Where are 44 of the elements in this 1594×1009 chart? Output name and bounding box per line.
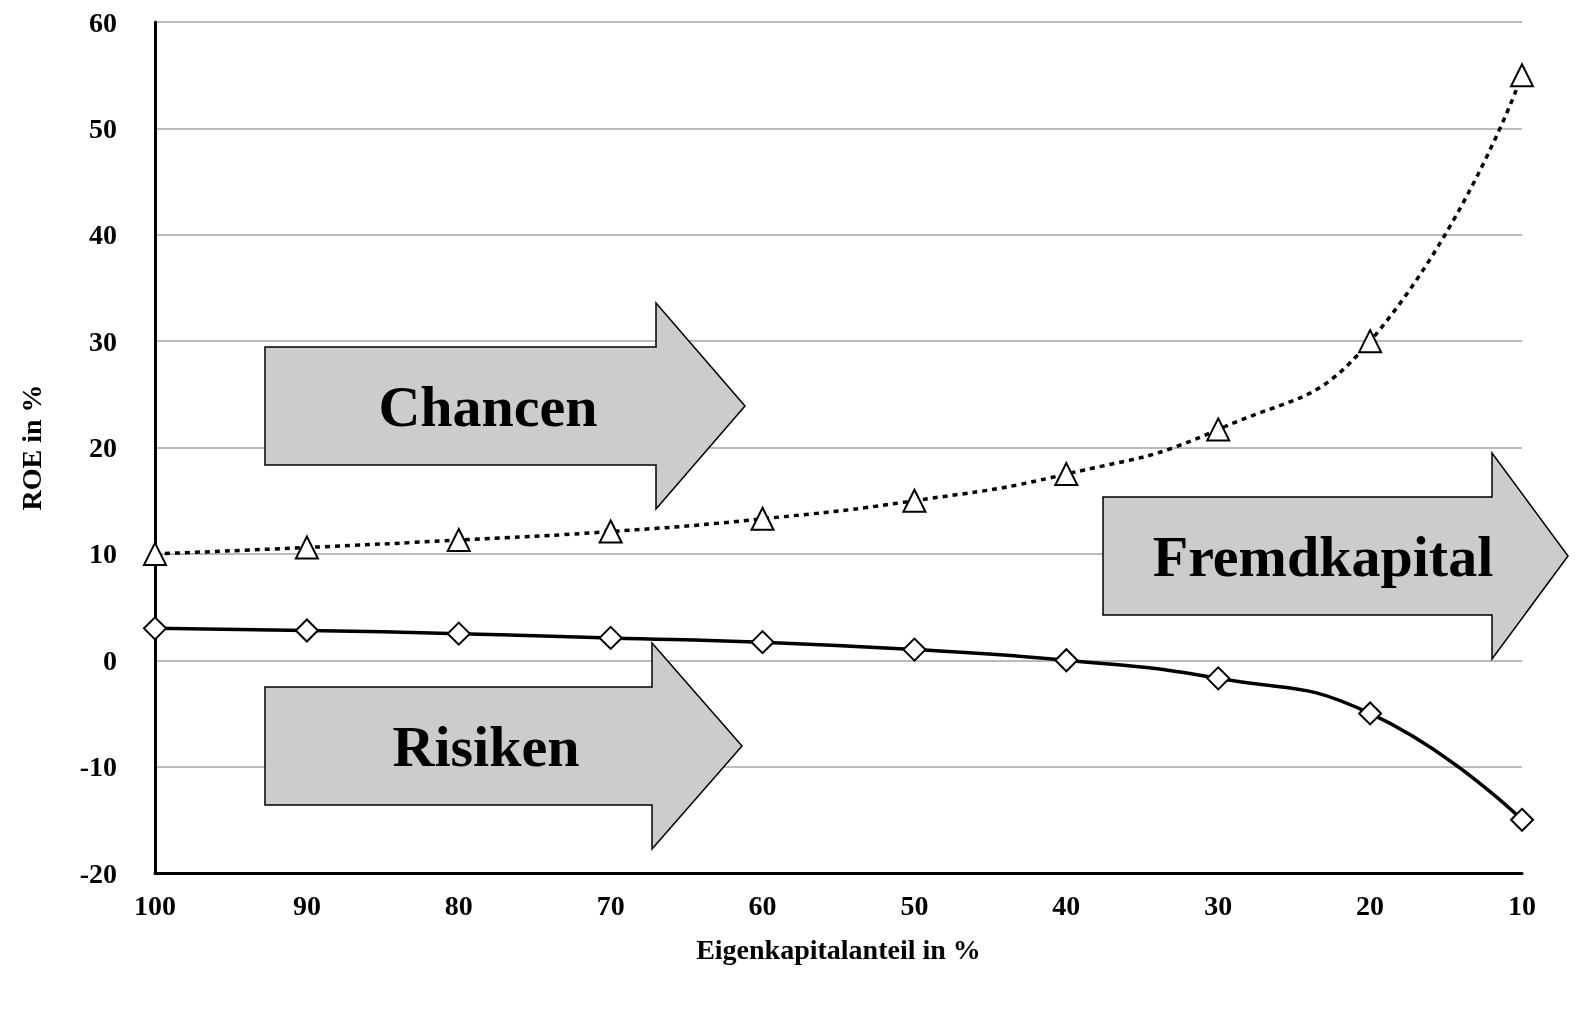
x-axis-title: Eigenkapitalanteil in % <box>696 933 981 965</box>
point <box>598 519 623 544</box>
point <box>750 630 775 655</box>
x-tick-label: 80 <box>444 889 473 921</box>
point <box>294 618 319 643</box>
y-tick-label: 10 <box>89 538 117 570</box>
y-tick-label: -20 <box>79 857 117 889</box>
point <box>446 621 471 646</box>
point <box>902 637 927 662</box>
point <box>143 541 167 566</box>
y-axis-title: ROE in % <box>15 384 47 511</box>
y-tick-label: 0 <box>103 644 117 676</box>
point <box>143 616 167 641</box>
x-tick-label: 100 <box>134 889 176 921</box>
y-tick-label: 50 <box>89 112 117 144</box>
point <box>902 488 927 513</box>
x-tick-label: 10 <box>1508 889 1536 921</box>
point <box>598 625 623 650</box>
annotation: Risiken <box>392 712 580 780</box>
y-tick-label: 30 <box>89 325 117 357</box>
y-tick-label: 20 <box>89 432 117 463</box>
point <box>1358 701 1383 726</box>
point <box>1510 63 1534 88</box>
point <box>446 528 471 553</box>
point <box>1206 417 1231 442</box>
point <box>294 535 319 560</box>
x-tick-label: 40 <box>1052 889 1081 921</box>
x-tick-label: 90 <box>292 889 321 921</box>
x-tick-label: 30 <box>1204 889 1233 921</box>
point <box>1054 648 1079 673</box>
point <box>1510 807 1534 832</box>
annotation: Chancen <box>378 372 598 440</box>
point <box>1206 666 1231 691</box>
y-tick-label: 40 <box>89 219 117 251</box>
x-tick-label: 60 <box>748 889 777 921</box>
x-tick-label: 50 <box>900 889 929 921</box>
x-tick-label: 70 <box>596 889 625 921</box>
point <box>1054 462 1079 487</box>
point <box>1358 329 1383 354</box>
point <box>750 506 775 531</box>
y-tick-label: 60 <box>89 6 117 38</box>
x-tick-label: 20 <box>1356 889 1385 921</box>
annotation: Fremdkapital <box>1152 522 1494 590</box>
y-tick-label: -10 <box>79 751 117 783</box>
